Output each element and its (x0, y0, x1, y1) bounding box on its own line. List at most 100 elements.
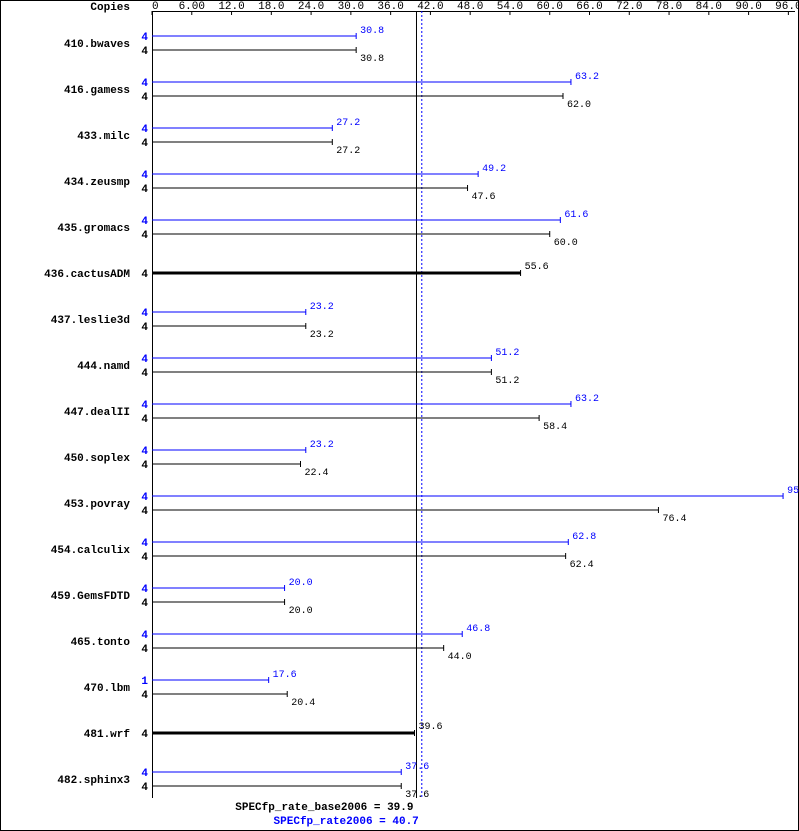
copies-value-base: 4 (141, 322, 148, 334)
value-label-base: 51.2 (495, 376, 519, 387)
copies-value-peak: 4 (141, 124, 148, 136)
copies-value-peak: 4 (141, 446, 148, 458)
value-label-base: 23.2 (310, 330, 334, 341)
copies-value-base: 4 (141, 644, 148, 656)
benchmark-label: 435.gromacs (57, 223, 130, 235)
x-tick-label: 18.0 (258, 1, 284, 13)
copies-value: 4 (141, 269, 148, 281)
benchmark-label: 410.bwaves (64, 39, 130, 51)
copies-value-peak: 4 (141, 584, 148, 596)
copies-value-base: 4 (141, 92, 148, 104)
benchmark-label: 453.povray (64, 499, 130, 511)
value-label-peak: 17.6 (273, 670, 297, 681)
value-label-peak: 20.0 (289, 578, 313, 589)
copies-value-base: 4 (141, 414, 148, 426)
copies-value-base: 4 (141, 184, 148, 196)
benchmark-label: 447.dealII (64, 407, 130, 419)
value-label-base: 37.6 (405, 790, 429, 801)
x-tick-label: 48.0 (457, 1, 483, 13)
benchmark-label: 416.gamess (64, 85, 130, 97)
value-label-peak: 62.8 (572, 532, 596, 543)
value-label-peak: 63.2 (575, 394, 599, 405)
summary-base: SPECfp_rate_base2006 = 39.9 (235, 802, 413, 814)
copies-value-peak: 4 (141, 78, 148, 90)
value-label-base: 58.4 (543, 422, 567, 433)
copies-value-base: 4 (141, 690, 148, 702)
benchmark-label: 444.namd (77, 361, 130, 373)
value-label-peak: 95.2 (787, 486, 799, 497)
copies-value-peak: 4 (141, 538, 148, 550)
value-label-peak: 63.2 (575, 72, 599, 83)
copies-value-peak: 4 (141, 630, 148, 642)
copies-value-base: 4 (141, 138, 148, 150)
value-label-base: 20.4 (291, 698, 315, 709)
copies-value-base: 4 (141, 46, 148, 58)
value-label-base: 44.0 (448, 652, 472, 663)
value-label-base: 60.0 (554, 238, 578, 249)
x-tick-label: 72.0 (616, 1, 642, 13)
x-tick-label: 96.0 (775, 1, 799, 13)
value-label-peak: 51.2 (495, 348, 519, 359)
copies-value-base: 4 (141, 782, 148, 794)
x-tick-label: 36.0 (377, 1, 403, 13)
benchmark-label: 459.GemsFDTD (51, 591, 131, 603)
copies-value-peak: 1 (141, 676, 148, 688)
chart-svg: Copies06.0012.018.024.030.036.042.048.05… (0, 0, 799, 831)
x-tick-label: 6.00 (179, 1, 205, 13)
copies-value-base: 4 (141, 460, 148, 472)
copies-value-base: 4 (141, 552, 148, 564)
x-tick-label: 54.0 (497, 1, 523, 13)
x-tick-label: 78.0 (656, 1, 682, 13)
benchmark-label: 434.zeusmp (64, 177, 130, 189)
x-tick-label: 84.0 (696, 1, 722, 13)
copies-value-peak: 4 (141, 216, 148, 228)
value-label: 55.6 (525, 262, 549, 273)
value-label-peak: 27.2 (336, 118, 360, 129)
x-tick-label: 42.0 (417, 1, 443, 13)
value-label: 39.6 (419, 722, 443, 733)
x-tick-label: 30.0 (338, 1, 364, 13)
benchmark-label: 436.cactusADM (44, 269, 130, 281)
benchmark-label: 450.soplex (64, 453, 130, 465)
copies-value-peak: 4 (141, 492, 148, 504)
benchmark-label: 454.calculix (51, 545, 131, 557)
copies-header: Copies (90, 2, 130, 14)
copies-value-peak: 4 (141, 308, 148, 320)
copies-value-base: 4 (141, 368, 148, 380)
x-tick-label: 90.0 (735, 1, 761, 13)
x-tick-label: 60.0 (537, 1, 563, 13)
benchmark-label: 481.wrf (84, 729, 131, 741)
copies-value-base: 4 (141, 506, 148, 518)
value-label-peak: 61.6 (564, 210, 588, 221)
value-label-base: 30.8 (360, 54, 384, 65)
value-label-base: 62.4 (570, 560, 594, 571)
copies-value-base: 4 (141, 230, 148, 242)
value-label-peak: 46.8 (466, 624, 490, 635)
value-label-peak: 30.8 (360, 26, 384, 37)
value-label-peak: 49.2 (482, 164, 506, 175)
value-label-base: 76.4 (662, 514, 686, 525)
summary-peak: SPECfp_rate2006 = 40.7 (274, 816, 419, 828)
copies-value-peak: 4 (141, 400, 148, 412)
value-label-base: 22.4 (304, 468, 328, 479)
value-label-peak: 23.2 (310, 440, 334, 451)
copies-value: 4 (141, 729, 148, 741)
benchmark-label: 465.tonto (71, 637, 131, 649)
benchmark-label: 470.lbm (84, 683, 131, 695)
value-label-base: 20.0 (289, 606, 313, 617)
benchmark-label: 482.sphinx3 (57, 775, 130, 787)
value-label-base: 27.2 (336, 146, 360, 157)
value-label-base: 47.6 (472, 192, 496, 203)
benchmark-label: 433.milc (77, 131, 130, 143)
x-tick-label: 66.0 (576, 1, 602, 13)
value-label-peak: 37.6 (405, 762, 429, 773)
spec-chart: Copies06.0012.018.024.030.036.042.048.05… (0, 0, 799, 831)
copies-value-base: 4 (141, 598, 148, 610)
benchmark-label: 437.leslie3d (51, 315, 130, 327)
copies-value-peak: 4 (141, 170, 148, 182)
value-label-peak: 23.2 (310, 302, 334, 313)
copies-value-peak: 4 (141, 768, 148, 780)
copies-value-peak: 4 (141, 354, 148, 366)
x-tick-label: 24.0 (298, 1, 324, 13)
copies-value-peak: 4 (141, 32, 148, 44)
